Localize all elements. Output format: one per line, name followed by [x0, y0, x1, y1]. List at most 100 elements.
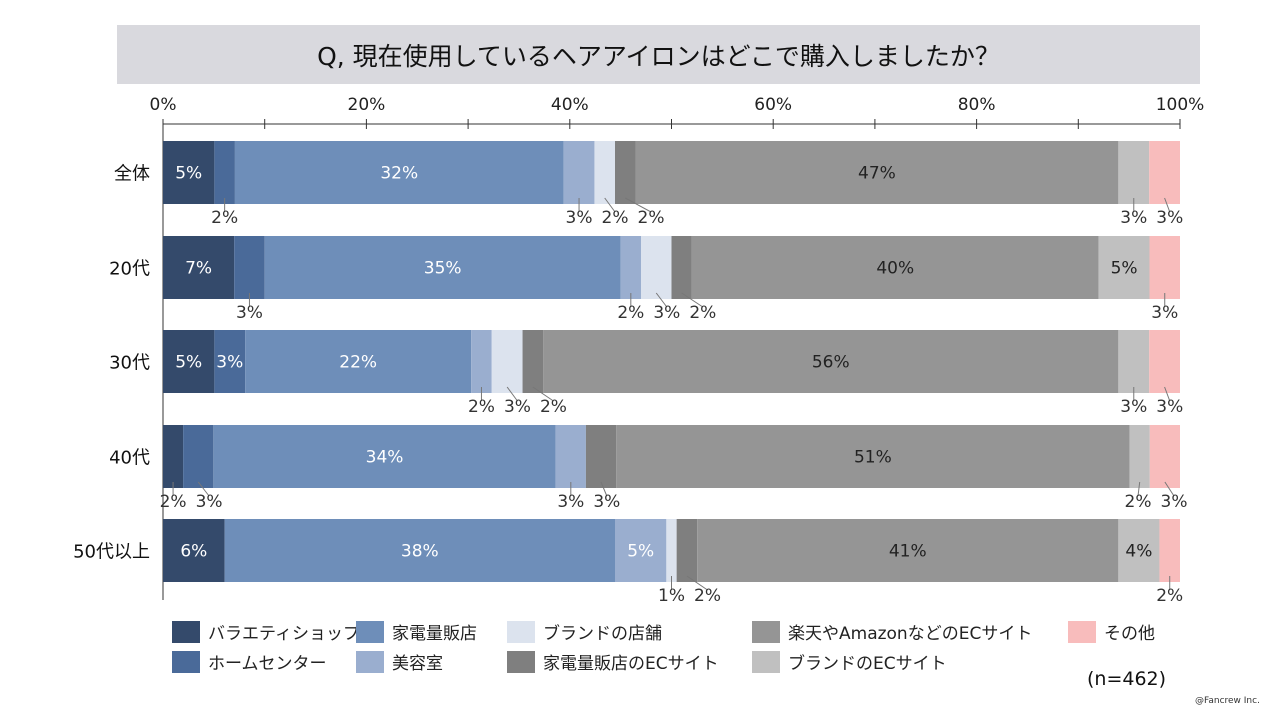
data-label: 2%	[540, 397, 567, 417]
data-label: 2%	[689, 303, 716, 323]
bar-segment	[616, 425, 1130, 488]
category-label: 30代	[109, 353, 150, 374]
x-tick-label: 0%	[150, 95, 177, 115]
bar-segment	[163, 425, 184, 488]
data-label: 2%	[211, 208, 238, 228]
sample-size: (n=462)	[1087, 668, 1167, 690]
bar-segment	[635, 141, 1119, 204]
category-label: 50代以上	[73, 542, 150, 563]
data-label: 38%	[401, 542, 439, 562]
data-label: 7%	[185, 259, 212, 279]
data-label: 5%	[1111, 259, 1138, 279]
legend-swatch	[172, 650, 200, 673]
legend-label: ホームセンター	[208, 654, 327, 674]
x-tick-label: 20%	[348, 95, 386, 115]
data-label: 34%	[366, 448, 404, 468]
leader-line	[681, 292, 704, 308]
bar-segment	[1149, 236, 1180, 299]
bar-segment	[264, 236, 621, 299]
data-label: 41%	[889, 542, 927, 562]
legend-item: その他	[1068, 619, 1155, 644]
bar-segment	[1159, 519, 1180, 582]
bar-segment	[214, 141, 235, 204]
bar-segment	[213, 425, 556, 488]
bar-segment	[1149, 330, 1180, 393]
data-label: 3%	[593, 492, 620, 512]
legend-swatch	[507, 650, 535, 673]
leader-line	[506, 386, 518, 402]
data-label: 3%	[1161, 492, 1188, 512]
bar-segment	[1118, 141, 1150, 204]
data-label: 5%	[627, 542, 654, 562]
legend-swatch	[356, 650, 384, 673]
legend-label: ブランドの店舗	[543, 624, 662, 644]
data-label: 3%	[504, 397, 531, 417]
data-label: 32%	[380, 164, 418, 184]
data-label: 2%	[160, 492, 187, 512]
data-label: 3%	[1156, 208, 1183, 228]
data-label: 1%	[658, 586, 685, 606]
bar-segment	[522, 330, 544, 393]
legend-label: 美容室	[392, 654, 443, 674]
data-label: 3%	[196, 492, 223, 512]
bar-segment	[491, 330, 523, 393]
bar-segment	[666, 519, 677, 582]
bar-segment	[640, 236, 672, 299]
data-label: 3%	[1120, 397, 1147, 417]
data-label: 5%	[175, 164, 202, 184]
bar-segment	[245, 330, 472, 393]
leader-line	[197, 481, 210, 497]
data-label: 35%	[424, 259, 462, 279]
data-label: 2%	[694, 586, 721, 606]
leader-line	[604, 197, 616, 213]
leader-line	[655, 292, 668, 308]
legend-swatch	[752, 650, 780, 673]
bar-segment	[585, 425, 617, 488]
category-label: 全体	[114, 164, 150, 185]
legend-item: 家電量販店のECサイト	[507, 649, 719, 674]
data-label: 3%	[653, 303, 680, 323]
bar-segment	[224, 519, 616, 582]
legend-item: ブランドの店舗	[507, 619, 662, 644]
leader-line	[532, 386, 554, 402]
bar-segment	[555, 425, 586, 488]
legend-swatch	[752, 620, 780, 643]
legend-item: 美容室	[356, 649, 443, 674]
bar-segment	[163, 236, 235, 299]
data-label: 47%	[858, 164, 896, 184]
legend-label: 楽天やAmazonなどのECサイト	[788, 624, 1033, 644]
bar-segment	[1118, 519, 1160, 582]
bar-segment	[1149, 141, 1180, 204]
legend-swatch	[356, 620, 384, 643]
leader-line	[1137, 481, 1141, 497]
data-label: 22%	[339, 353, 377, 373]
bar-segment	[671, 236, 692, 299]
legend-label: 家電量販店	[392, 624, 477, 644]
legend-item: ブランドのECサイト	[752, 649, 947, 674]
bar-segment	[234, 236, 265, 299]
bar-segment	[615, 519, 667, 582]
bar-segment	[676, 519, 698, 582]
bar-segment	[163, 519, 225, 582]
data-label: 2%	[468, 397, 495, 417]
data-label: 51%	[854, 448, 892, 468]
legend-item: 楽天やAmazonなどのECサイト	[752, 619, 1032, 644]
x-tick-label: 100%	[1156, 95, 1205, 115]
legend-item: ホームセンター	[172, 649, 327, 674]
legend-label: 家電量販店のECサイト	[543, 654, 719, 674]
category-label: 20代	[109, 259, 150, 280]
data-label: 2%	[1156, 586, 1183, 606]
bar-segment	[1118, 330, 1150, 393]
bar-segment	[163, 141, 215, 204]
bar-segment	[1129, 425, 1150, 488]
data-label: 3%	[557, 492, 584, 512]
x-tick-label: 60%	[754, 95, 792, 115]
bar-segment	[620, 236, 641, 299]
leader-line	[1164, 197, 1171, 213]
legend: バラエティショップホームセンター 家電量販店美容室 ブランドの店舗家電量販店のECサ…	[172, 619, 1272, 679]
leader-line	[1164, 481, 1175, 497]
bar-segment	[691, 236, 1099, 299]
legend-item: バラエティショップ	[172, 619, 360, 644]
bar-segment	[214, 330, 246, 393]
data-label: 2%	[602, 208, 629, 228]
